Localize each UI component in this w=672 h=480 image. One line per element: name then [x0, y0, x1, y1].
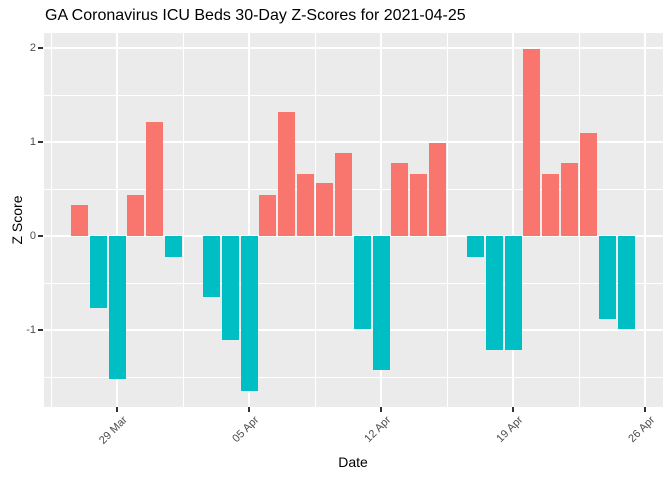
y-axis-title: Z Score: [9, 195, 25, 245]
x-tick-label: 29 Mar: [96, 414, 130, 447]
chart-panel: [44, 33, 663, 407]
y-minor-gridline: [44, 282, 663, 284]
y-tick-label: -1: [26, 323, 36, 336]
zscore-bar: [466, 235, 484, 257]
x-tick-label: 26 Apr: [626, 414, 658, 445]
zscore-bar: [278, 111, 296, 236]
y-tick-mark: [38, 235, 43, 237]
zscore-bar: [221, 235, 239, 341]
zscore-bar: [542, 173, 560, 236]
zscore-bar: [202, 235, 220, 298]
x-axis-title: Date: [338, 454, 368, 470]
zscore-bar: [89, 235, 107, 309]
y-tick-label: 2: [29, 42, 36, 55]
y-tick-mark: [38, 329, 43, 331]
zscore-bar: [127, 194, 145, 236]
zscore-bar: [561, 162, 579, 236]
zscore-bar: [504, 235, 522, 350]
y-major-gridline: [44, 235, 663, 237]
x-major-gridline: [116, 33, 118, 407]
y-minor-gridline: [44, 94, 663, 96]
x-major-gridline: [512, 33, 514, 407]
y-tick-label: 1: [29, 136, 36, 148]
x-tick-mark: [512, 407, 514, 412]
x-tick-mark: [380, 407, 382, 412]
zscore-bar: [598, 235, 616, 319]
y-major-gridline: [44, 141, 663, 143]
y-major-gridline: [44, 329, 663, 331]
zscore-bar: [315, 183, 333, 236]
zscore-bar: [353, 235, 371, 329]
zscore-bar: [617, 235, 635, 329]
x-tick-label: 05 Apr: [230, 414, 262, 445]
zscore-bar: [372, 235, 390, 371]
zscore-bar: [523, 48, 541, 236]
x-tick-mark: [644, 407, 646, 412]
zscore-bar: [240, 235, 258, 392]
x-minor-gridline: [314, 33, 316, 407]
zscore-bar: [165, 235, 183, 257]
zscore-bar: [391, 162, 409, 236]
y-tick-label: 0: [29, 229, 36, 242]
x-tick-label: 12 Apr: [362, 414, 394, 445]
x-tick-mark: [248, 407, 250, 412]
x-minor-gridline: [50, 33, 52, 407]
zscore-bar: [579, 132, 597, 236]
zscore-bar: [410, 173, 428, 236]
y-tick-mark: [38, 47, 43, 49]
x-minor-gridline: [578, 33, 580, 407]
x-major-gridline: [248, 33, 250, 407]
zscore-bar: [108, 235, 126, 379]
x-tick-mark: [116, 407, 118, 412]
zscore-bar: [70, 204, 88, 236]
x-major-gridline: [644, 33, 646, 407]
plot-title: GA Coronavirus ICU Beds 30-Day Z-Scores …: [45, 7, 466, 24]
x-tick-label: 19 Apr: [494, 414, 526, 445]
zscore-bar: [485, 235, 503, 350]
x-major-gridline: [380, 33, 382, 407]
y-minor-gridline: [44, 376, 663, 378]
x-minor-gridline: [446, 33, 448, 407]
zscore-bar: [146, 122, 164, 236]
y-tick-mark: [38, 141, 43, 143]
zscore-bar: [334, 153, 352, 236]
zscore-bar: [259, 194, 277, 236]
y-minor-gridline: [44, 188, 663, 190]
zscore-bar: [297, 173, 315, 236]
y-major-gridline: [44, 47, 663, 49]
zscore-bar: [429, 142, 447, 236]
x-minor-gridline: [182, 33, 184, 407]
